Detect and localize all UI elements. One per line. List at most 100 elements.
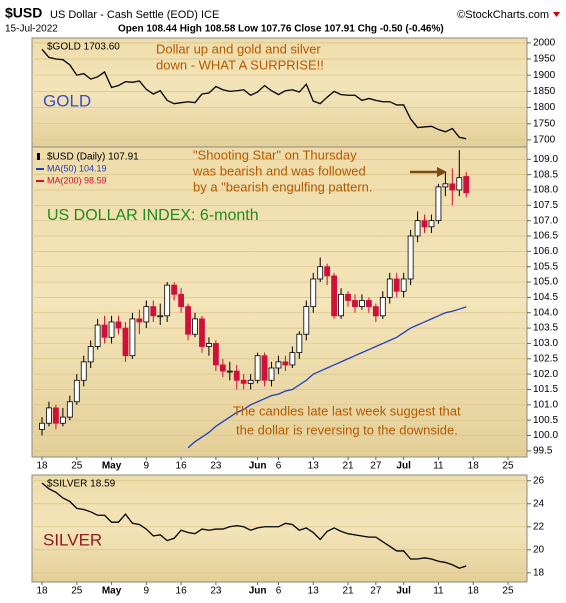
panel-background — [31, 474, 528, 583]
candle-body — [66, 401, 73, 418]
x-tick-label: 18 — [468, 586, 480, 597]
x-tick-label: 13 — [308, 461, 320, 472]
candle-body — [185, 306, 191, 335]
menu-icon — [553, 12, 560, 17]
candle-body — [463, 176, 470, 194]
x-tick-label: May — [102, 586, 122, 597]
candle-body — [240, 379, 247, 384]
y-tick-label: 100.0 — [533, 430, 558, 441]
candle-body — [324, 266, 331, 277]
x-tick-label: 25 — [502, 586, 514, 597]
y-tick-label: 108.5 — [533, 169, 558, 180]
candle-body — [122, 327, 129, 357]
candle-body — [247, 379, 254, 384]
y-tick-label: 104.5 — [533, 292, 558, 303]
y-tick-label: 107.5 — [533, 200, 558, 211]
y-tick-label: 106.0 — [533, 246, 558, 257]
x-tick-label: 23 — [210, 586, 222, 597]
plot-area — [41, 48, 467, 140]
candle-body — [206, 343, 212, 347]
candle-body — [310, 278, 317, 308]
annotation: by a "bearish engulfing pattern. — [193, 179, 373, 194]
candle-body — [80, 361, 87, 381]
candle-body — [379, 296, 386, 317]
x-tick-label: May — [102, 461, 122, 472]
y-tick-label: 102.0 — [533, 369, 558, 380]
candle-body — [428, 220, 435, 228]
y-tick-label: 104.0 — [533, 307, 558, 318]
candle-body — [275, 361, 282, 369]
candle-body — [178, 293, 185, 308]
candle-body — [233, 370, 240, 381]
candle-body — [46, 407, 52, 424]
y-tick-label: 101.5 — [533, 384, 558, 395]
candle-body — [219, 364, 226, 372]
annotations: Dollar up and gold and silver down - WHA… — [43, 41, 461, 549]
y-tick-label: 105.5 — [533, 261, 558, 272]
y-tick-label: 22 — [533, 521, 545, 532]
panel-label: US DOLLAR INDEX: 6-month — [47, 207, 259, 224]
y-tick-label: 26 — [533, 475, 545, 486]
quote: Open 108.44 High 108.58 Low 107.76 Close… — [118, 24, 444, 35]
annotation: Dollar up and gold and silver — [156, 41, 321, 56]
annotation: The candles late last week suggest that — [233, 403, 461, 418]
arrow-head — [437, 167, 447, 177]
panel-background — [31, 146, 528, 458]
candle-body — [393, 278, 400, 292]
y-tick-label: 102.5 — [533, 353, 558, 364]
panel-background — [31, 37, 528, 148]
panel-label: SILVER — [43, 530, 102, 549]
y-tick-label: 20 — [533, 544, 545, 555]
x-tick-label: Jul — [396, 586, 411, 597]
moving-average-line — [187, 306, 467, 449]
y-tick-label: 100.5 — [533, 415, 558, 426]
legend-label: $USD (Daily) 107.91 — [47, 152, 139, 163]
legend-label: $SILVER 18.59 — [47, 479, 116, 490]
candle-body — [150, 306, 157, 317]
candle-body — [414, 220, 421, 237]
x-tick-label: 11 — [433, 586, 444, 597]
candle-body — [108, 321, 115, 338]
y-tick-label: 101.0 — [533, 399, 558, 410]
plot-area — [39, 150, 470, 449]
x-tick-label: 27 — [370, 461, 382, 472]
candle-body — [282, 361, 289, 366]
candle-body — [136, 318, 143, 323]
plot-area — [41, 482, 467, 569]
x-tick-label: 23 — [210, 461, 222, 472]
candle-body — [421, 220, 428, 228]
candle-body — [317, 266, 324, 280]
price-line — [41, 48, 467, 140]
candle-body — [143, 306, 150, 323]
candle-body — [212, 343, 219, 366]
y-tick-label: 1950 — [533, 54, 556, 65]
candle-body — [73, 379, 80, 403]
panels: 1700 1750 1800 1850 1900 1950 2000 $GOLD 1703.6… — [31, 37, 558, 597]
y-tick-label: 1750 — [533, 118, 556, 129]
candle-body — [53, 407, 59, 424]
y-tick-label: 108.0 — [533, 185, 558, 196]
candle-body — [359, 300, 365, 308]
x-tick-label: 13 — [308, 586, 320, 597]
candle-body — [87, 346, 94, 363]
instrument-name: US Dollar - Cash Settle (EOD) ICE — [50, 9, 219, 21]
candle-body — [157, 315, 164, 318]
x-tick-label: Jun — [249, 586, 267, 597]
x-tick-label: 9 — [144, 586, 150, 597]
candle-body — [338, 293, 344, 317]
x-tick-label: 27 — [370, 586, 382, 597]
candle-body — [407, 235, 414, 280]
y-tick-label: 99.5 — [533, 446, 553, 457]
y-tick-label: 103.5 — [533, 323, 558, 334]
candle-body — [303, 306, 310, 335]
candle-body — [59, 416, 66, 424]
candle-body — [192, 318, 198, 335]
candle-body — [261, 355, 268, 381]
candle-body — [171, 284, 178, 295]
x-tick-label: 21 — [342, 586, 354, 597]
y-tick-label: 1900 — [533, 70, 556, 81]
y-tick-label: 103.0 — [533, 338, 558, 349]
candle-body — [94, 324, 101, 347]
candle-body — [456, 177, 463, 191]
